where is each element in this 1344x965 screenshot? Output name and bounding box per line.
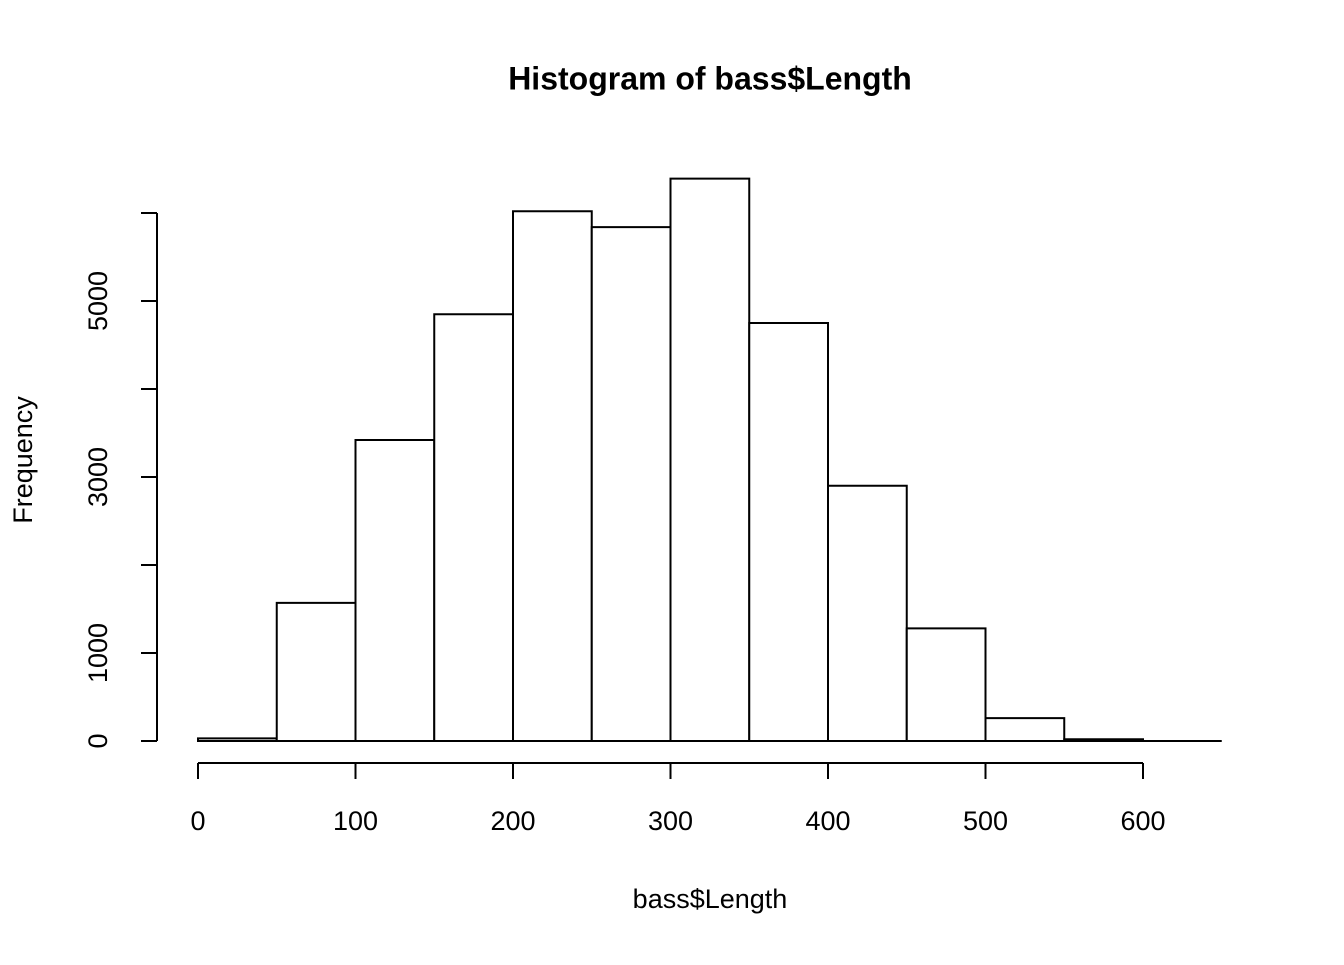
x-tick-label: 100 (333, 806, 378, 836)
bar (354, 439, 436, 742)
x-tick-label: 500 (963, 806, 1008, 836)
y-tick-label: 3000 (83, 447, 113, 507)
y-tick-label: 5000 (83, 271, 113, 331)
x-axis-title: bass$Length (633, 884, 788, 914)
y-axis-title: Frequency (8, 396, 38, 524)
bar (748, 322, 829, 742)
bar (590, 226, 672, 742)
bar (1063, 738, 1144, 742)
bar (984, 717, 1066, 742)
bar (827, 484, 908, 742)
x-tick-label: 200 (490, 806, 535, 836)
x-tick-label: 0 (190, 806, 205, 836)
x-tick-label: 600 (1120, 806, 1165, 836)
chart-title: Histogram of bass$Length (508, 60, 912, 96)
bar (197, 737, 278, 742)
bar (275, 601, 357, 742)
bar (669, 177, 751, 742)
bar (905, 627, 987, 742)
bar (512, 210, 593, 742)
y-tick-label: 1000 (83, 623, 113, 683)
x-tick-label: 400 (805, 806, 850, 836)
x-tick-label: 300 (648, 806, 693, 836)
bar (433, 313, 514, 742)
y-tick-label: 0 (83, 733, 113, 748)
